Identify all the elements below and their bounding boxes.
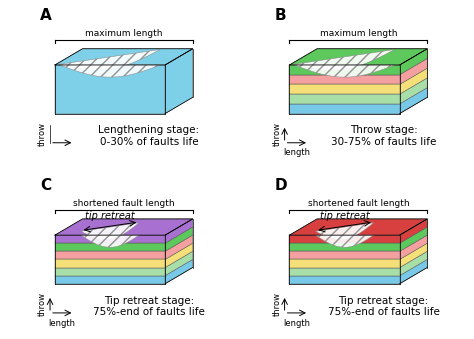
- Polygon shape: [400, 88, 427, 114]
- Polygon shape: [290, 219, 427, 235]
- Polygon shape: [400, 78, 427, 104]
- Text: Tip retreat stage:
75%-end of faults life: Tip retreat stage: 75%-end of faults lif…: [328, 296, 439, 317]
- Polygon shape: [290, 259, 400, 267]
- Text: B: B: [275, 8, 286, 23]
- Polygon shape: [400, 259, 427, 284]
- Text: Throw stage:
30-75% of faults life: Throw stage: 30-75% of faults life: [331, 125, 436, 147]
- Polygon shape: [165, 251, 192, 276]
- Polygon shape: [400, 68, 427, 94]
- Polygon shape: [165, 49, 192, 114]
- Polygon shape: [55, 276, 165, 284]
- Polygon shape: [55, 65, 165, 114]
- Polygon shape: [290, 49, 427, 65]
- Polygon shape: [55, 49, 192, 65]
- Polygon shape: [165, 219, 192, 243]
- Polygon shape: [55, 235, 165, 243]
- Polygon shape: [60, 65, 160, 77]
- Polygon shape: [81, 223, 139, 239]
- Polygon shape: [400, 49, 427, 75]
- Polygon shape: [290, 276, 400, 284]
- Text: maximum length: maximum length: [319, 29, 397, 38]
- Polygon shape: [294, 65, 395, 77]
- Polygon shape: [81, 235, 139, 247]
- Text: shortened fault length: shortened fault length: [308, 199, 409, 208]
- Polygon shape: [290, 65, 400, 75]
- Text: shortened fault length: shortened fault length: [73, 199, 174, 208]
- Polygon shape: [55, 259, 165, 267]
- Text: tip retreat: tip retreat: [319, 211, 369, 221]
- Polygon shape: [400, 227, 427, 251]
- Text: tip retreat: tip retreat: [85, 211, 135, 221]
- Polygon shape: [400, 251, 427, 276]
- Polygon shape: [400, 243, 427, 267]
- Polygon shape: [400, 235, 427, 259]
- Text: maximum length: maximum length: [85, 29, 163, 38]
- Polygon shape: [290, 94, 400, 104]
- Text: length: length: [49, 319, 76, 327]
- Text: throw: throw: [273, 122, 282, 146]
- Polygon shape: [400, 59, 427, 84]
- Polygon shape: [290, 267, 400, 276]
- Text: Lengthening stage:
0-30% of faults life: Lengthening stage: 0-30% of faults life: [98, 125, 200, 147]
- Text: length: length: [283, 319, 310, 327]
- Polygon shape: [60, 49, 160, 70]
- Polygon shape: [294, 49, 395, 70]
- Polygon shape: [315, 223, 374, 239]
- Polygon shape: [290, 235, 400, 243]
- Polygon shape: [55, 251, 165, 259]
- Polygon shape: [290, 251, 400, 259]
- Text: D: D: [275, 178, 288, 194]
- Polygon shape: [55, 243, 165, 251]
- Polygon shape: [165, 227, 192, 251]
- Text: throw: throw: [273, 292, 282, 316]
- Polygon shape: [165, 259, 192, 284]
- Polygon shape: [55, 219, 192, 235]
- Polygon shape: [290, 104, 400, 114]
- Text: throw: throw: [38, 122, 47, 146]
- Polygon shape: [290, 243, 400, 251]
- Polygon shape: [290, 75, 400, 84]
- Text: C: C: [40, 178, 52, 194]
- Polygon shape: [55, 267, 165, 276]
- Polygon shape: [290, 84, 400, 94]
- Text: length: length: [283, 148, 310, 157]
- Text: throw: throw: [38, 292, 47, 316]
- Text: A: A: [40, 8, 52, 23]
- Text: Tip retreat stage:
75%-end of faults life: Tip retreat stage: 75%-end of faults lif…: [93, 296, 205, 317]
- Polygon shape: [400, 219, 427, 243]
- Polygon shape: [315, 235, 374, 247]
- Polygon shape: [165, 235, 192, 259]
- Polygon shape: [165, 243, 192, 267]
